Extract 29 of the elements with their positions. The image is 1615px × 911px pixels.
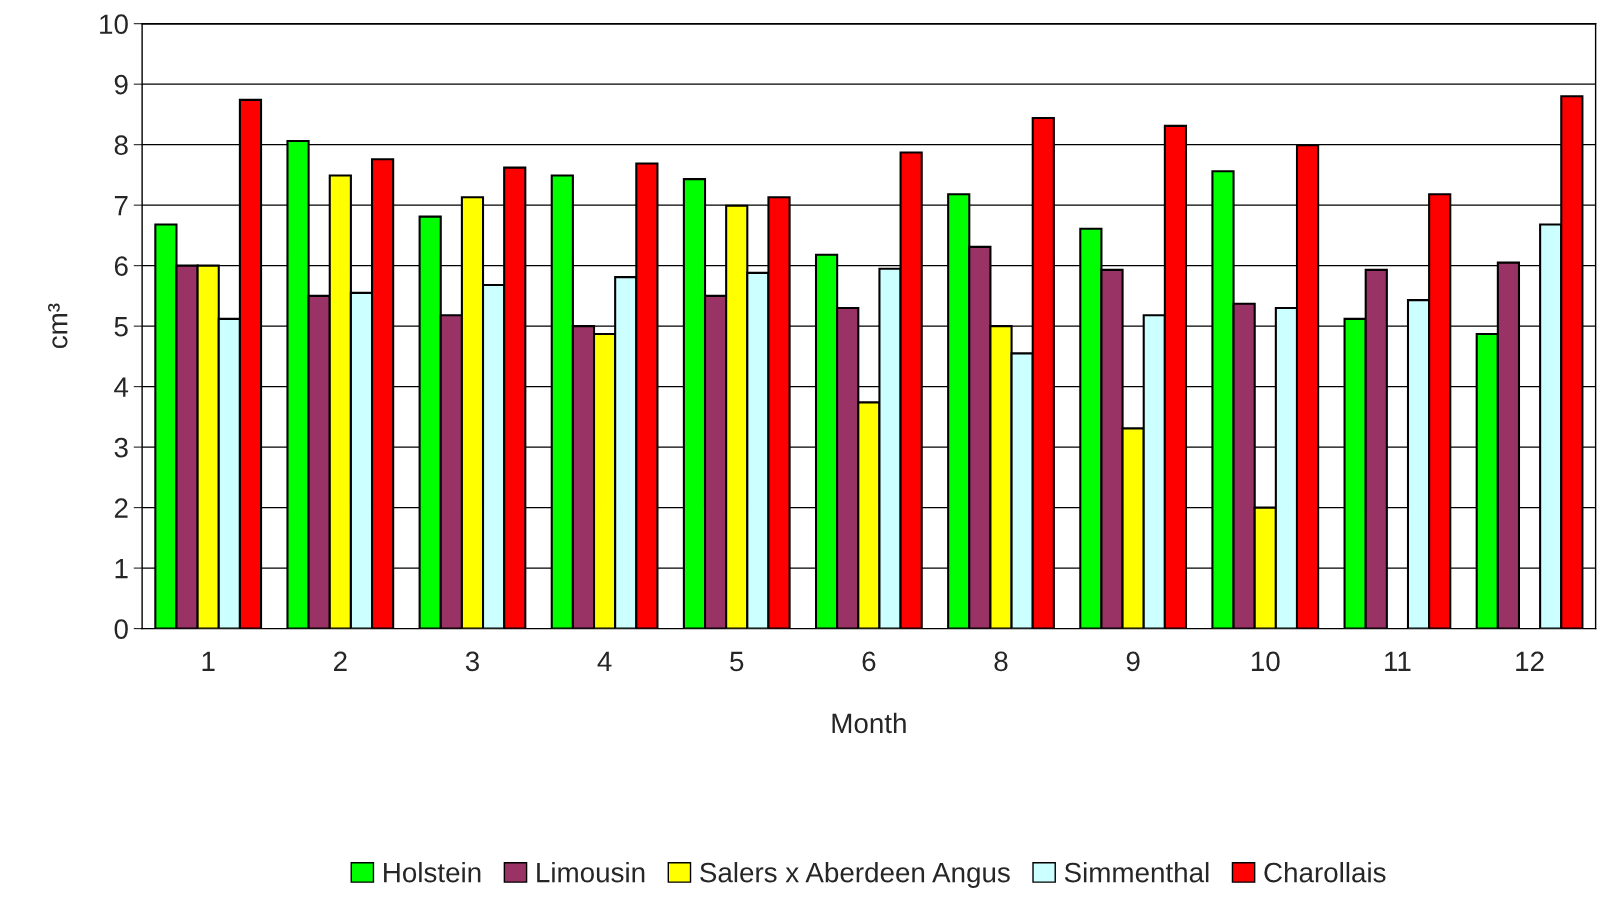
x-axis-title: Month (832, 712, 906, 734)
y-tick-label: 0 (114, 619, 128, 639)
y-tick-label: 10 (100, 14, 128, 35)
x-tick-label: 2 (334, 651, 347, 671)
x-tick-label: 6 (862, 651, 876, 672)
y-tick-label: 4 (114, 377, 129, 397)
y-tick-label: 9 (114, 74, 128, 95)
legend-label: Limousin (537, 862, 645, 883)
y-tick-label: 3 (114, 437, 128, 458)
y-tick-label: 7 (114, 196, 128, 216)
y-tick-label: 2 (114, 498, 128, 518)
y-tick-label: 5 (114, 317, 128, 337)
x-tick-label: 5 (730, 651, 744, 672)
y-tick-label: 1 (115, 559, 128, 579)
legend-label: Charollais (1264, 862, 1386, 883)
y-tick-label: 6 (114, 256, 128, 276)
y-axis-title: cm³ (47, 303, 68, 349)
legend-label: Simmenthal (1064, 862, 1209, 883)
y-tick-label: 8 (114, 135, 128, 156)
legend-label: Holstein (384, 862, 481, 883)
x-tick-label: 1 (202, 651, 215, 671)
x-tick-label: 9 (1126, 651, 1140, 672)
x-tick-label: 4 (597, 651, 612, 671)
x-tick-label: 11 (1385, 651, 1411, 671)
legend-label: Salers x Aberdeen Angus (700, 862, 1010, 888)
x-tick-label: 12 (1516, 651, 1544, 671)
x-tick-label: 10 (1251, 651, 1280, 672)
x-tick-label: 8 (994, 651, 1008, 672)
x-tick-label: 3 (465, 651, 479, 672)
